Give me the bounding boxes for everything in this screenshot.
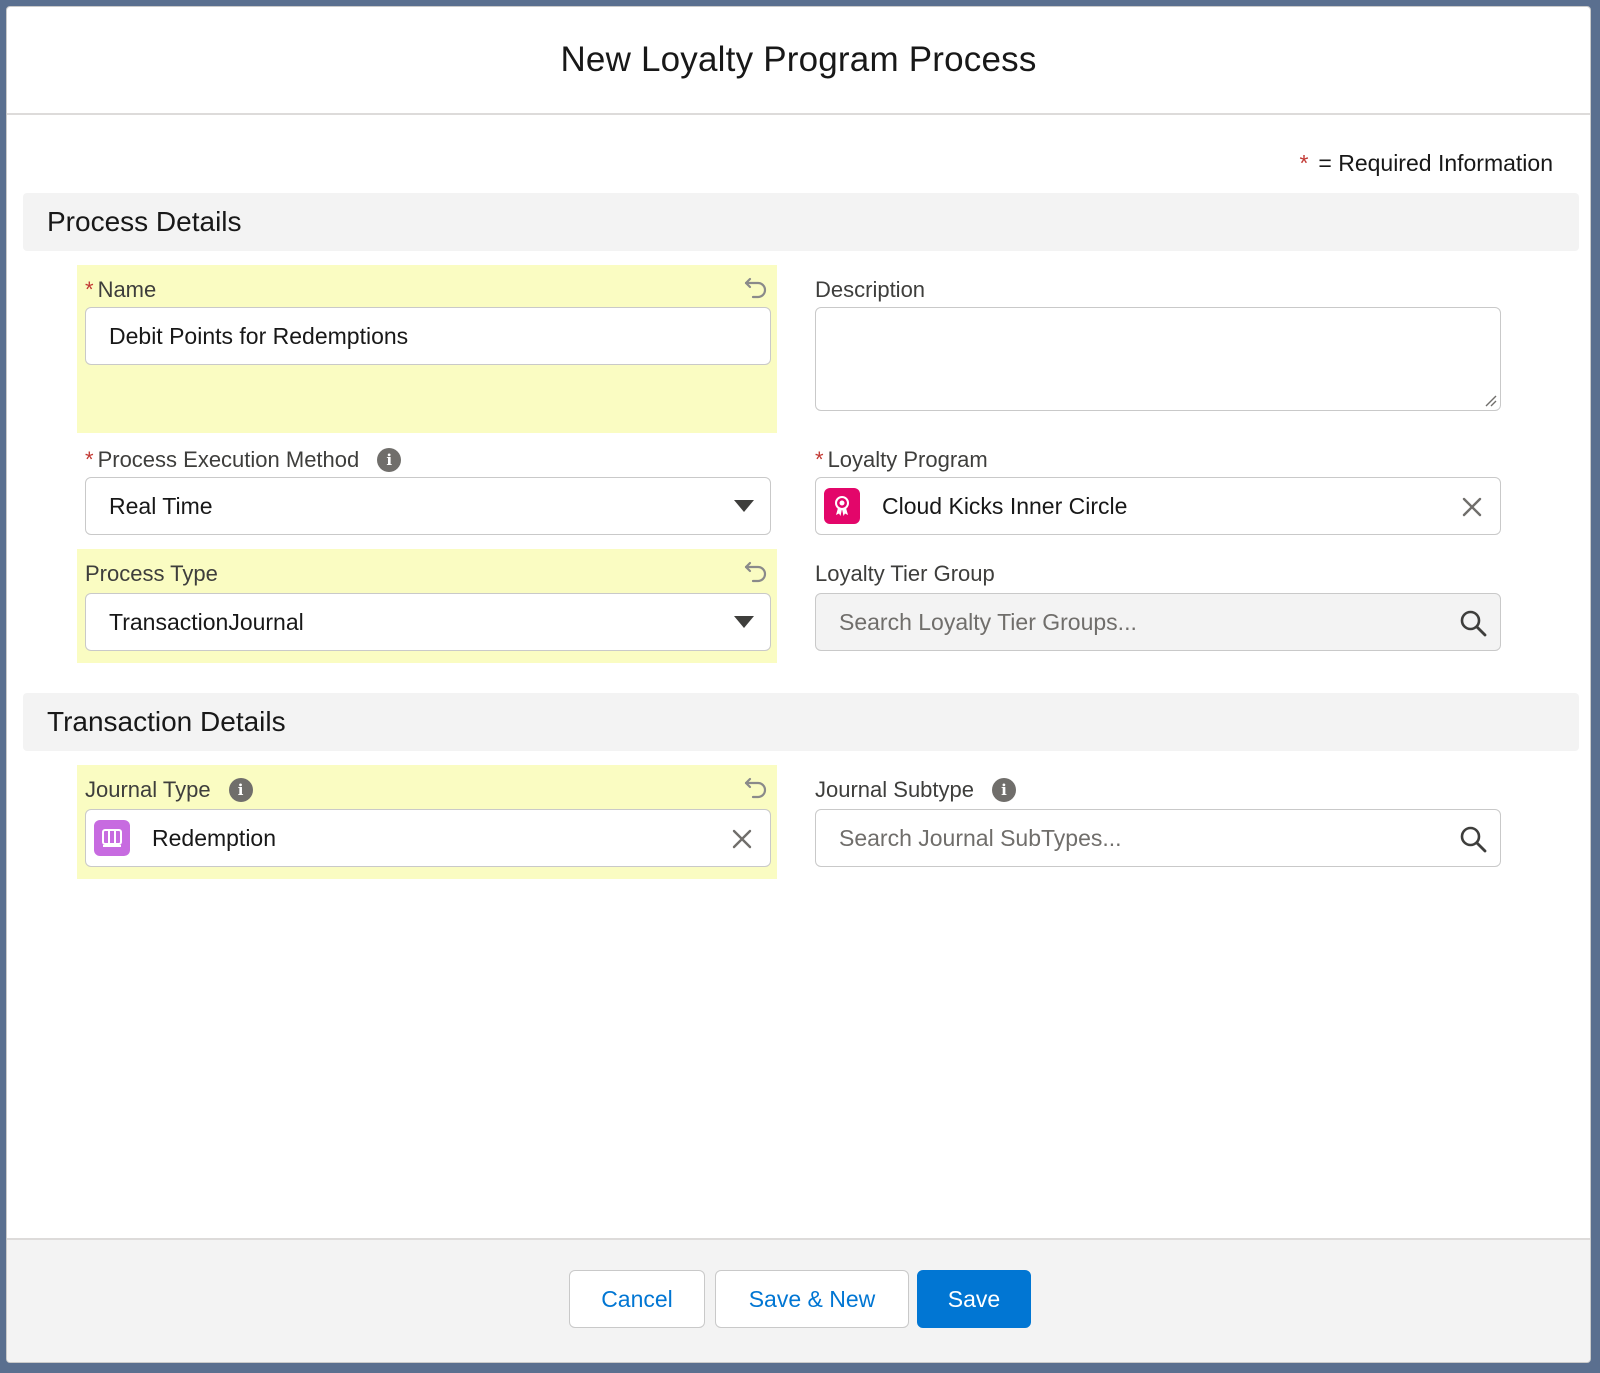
search-icon[interactable] <box>1458 608 1488 638</box>
loyalty-program-label: * Loyalty Program <box>815 447 988 473</box>
loyalty-program-icon <box>824 488 860 524</box>
save-button[interactable]: Save <box>917 1270 1031 1328</box>
process-execution-method-select[interactable]: Real Time <box>85 477 771 535</box>
new-process-modal: New Loyalty Program Process * = Required … <box>6 6 1591 1363</box>
journal-subtype-label: Journal Subtype i <box>815 777 1016 803</box>
section-title-transaction-details: Transaction Details <box>47 706 286 737</box>
chevron-down-icon <box>734 500 754 512</box>
save-and-new-button[interactable]: Save & New <box>715 1270 909 1328</box>
loyalty-program-lookup[interactable]: Cloud Kicks Inner Circle <box>815 477 1501 535</box>
close-icon[interactable] <box>1460 495 1484 519</box>
name-label: * Name <box>85 277 156 303</box>
journal-subtype-field: Journal Subtype i Search Journal SubType… <box>807 765 1507 879</box>
modal-footer: Cancel Save & New Save <box>7 1238 1590 1362</box>
process-type-label: Process Type <box>85 561 218 587</box>
info-icon[interactable]: i <box>992 778 1016 802</box>
description-field: Description <box>807 265 1507 433</box>
process-execution-method-field: * Process Execution Method i Real Time <box>77 435 777 545</box>
loyalty-program-label-text: Loyalty Program <box>827 447 988 472</box>
process-type-value: TransactionJournal <box>109 608 304 635</box>
loyalty-program-value: Cloud Kicks Inner Circle <box>882 492 1128 519</box>
journal-type-label: Journal Type i <box>85 777 253 803</box>
undo-icon[interactable] <box>741 771 771 801</box>
info-icon[interactable]: i <box>228 778 253 802</box>
modal-title: New Loyalty Program Process <box>560 40 1037 79</box>
name-input[interactable]: Debit Points for Redemptions <box>85 307 771 365</box>
loyalty-tier-group-search[interactable]: Search Loyalty Tier Groups... <box>815 593 1501 651</box>
description-label: Description <box>815 277 925 303</box>
journal-type-label-text: Journal Type <box>85 777 211 802</box>
required-marker: * <box>815 447 824 472</box>
journal-subtype-placeholder: Search Journal SubTypes... <box>839 824 1122 851</box>
required-marker: * <box>85 277 94 302</box>
required-legend-text: = Required Information <box>1318 150 1553 176</box>
loyalty-program-field: * Loyalty Program Cloud Kicks Inner Circ… <box>807 435 1507 545</box>
loyalty-tier-group-label-text: Loyalty Tier Group <box>815 561 995 586</box>
process-execution-method-label-text: Process Execution Method <box>97 447 360 472</box>
process-execution-method-value: Real Time <box>109 492 213 519</box>
description-textarea[interactable] <box>815 307 1501 411</box>
journal-type-field: Journal Type i Redemption <box>77 765 777 879</box>
section-process-details[interactable]: Process Details <box>23 193 1579 251</box>
section-transaction-details[interactable]: Transaction Details <box>23 693 1579 751</box>
section-title-process-details: Process Details <box>47 206 242 237</box>
search-icon[interactable] <box>1458 824 1488 854</box>
journal-type-icon <box>94 820 130 856</box>
journal-subtype-label-text: Journal Subtype <box>815 777 974 802</box>
required-marker: * <box>85 447 94 472</box>
process-type-field: Process Type TransactionJournal <box>77 549 777 663</box>
process-type-select[interactable]: TransactionJournal <box>85 593 771 651</box>
required-star: * <box>1299 150 1309 176</box>
close-icon[interactable] <box>730 827 754 851</box>
name-field: * Name Debit Points for Redemptions <box>77 265 777 433</box>
loyalty-tier-group-label: Loyalty Tier Group <box>815 561 995 587</box>
process-type-label-text: Process Type <box>85 561 218 586</box>
resize-grip-icon[interactable] <box>1483 393 1497 407</box>
loyalty-tier-group-field: Loyalty Tier Group Search Loyalty Tier G… <box>807 549 1507 663</box>
info-icon[interactable]: i <box>377 448 402 472</box>
name-input-value: Debit Points for Redemptions <box>109 322 409 349</box>
chevron-down-icon <box>734 616 754 628</box>
loyalty-tier-group-placeholder: Search Loyalty Tier Groups... <box>839 608 1137 635</box>
journal-type-lookup[interactable]: Redemption <box>85 809 771 867</box>
modal-header: New Loyalty Program Process <box>7 7 1590 115</box>
name-label-text: Name <box>97 277 157 302</box>
cancel-button[interactable]: Cancel <box>569 1270 705 1328</box>
undo-icon[interactable] <box>741 271 771 301</box>
undo-icon[interactable] <box>741 555 771 585</box>
required-legend: * = Required Information <box>1299 150 1553 177</box>
journal-type-value: Redemption <box>152 824 277 851</box>
journal-subtype-search[interactable]: Search Journal SubTypes... <box>815 809 1501 867</box>
process-execution-method-label: * Process Execution Method i <box>85 447 402 473</box>
description-label-text: Description <box>815 277 926 302</box>
